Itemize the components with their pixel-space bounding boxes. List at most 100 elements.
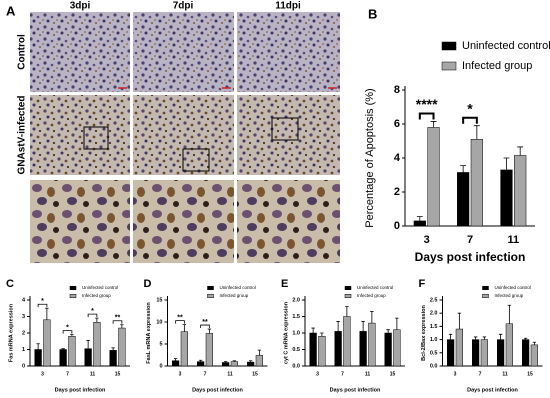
bar <box>318 336 326 367</box>
legend-label: Infected group <box>495 293 524 298</box>
y-tick-label: 0 <box>22 363 25 369</box>
x-tick-label: 3 <box>179 371 182 377</box>
bar <box>447 339 455 367</box>
error-bar <box>395 317 399 330</box>
error-bar <box>311 327 315 333</box>
significance-bracket <box>200 324 210 329</box>
bar <box>255 355 263 367</box>
significance-label: * <box>91 308 94 315</box>
x-tick-label: 7 <box>204 371 207 377</box>
bar <box>309 332 317 367</box>
bar <box>457 172 470 227</box>
bar <box>427 127 440 227</box>
bar <box>472 339 480 367</box>
y-tick-label: 0.5 <box>430 350 438 356</box>
bar <box>180 331 188 367</box>
error-bar <box>507 304 512 324</box>
error-bar <box>517 146 524 156</box>
legend-swatch <box>69 294 77 298</box>
bar <box>455 328 463 367</box>
y-tick-label: 2.0 <box>430 311 438 317</box>
error-bar <box>448 333 453 340</box>
error-bar <box>498 333 503 340</box>
x-tick-label: 15 <box>527 371 533 377</box>
y-tick-label: 2 <box>394 186 400 198</box>
x-axis-label: Days post infection <box>55 387 106 393</box>
significance-bracket <box>87 313 98 318</box>
significance-bracket <box>462 116 478 124</box>
legend-label: Infected group <box>82 293 111 298</box>
legend-swatch <box>441 41 457 51</box>
bar <box>230 361 238 367</box>
y-tick-label: 0 <box>159 363 162 369</box>
bar <box>368 322 376 367</box>
x-tick-label: 11 <box>227 371 233 377</box>
error-bar <box>198 359 203 362</box>
bar <box>34 349 42 367</box>
bar <box>84 348 92 367</box>
significance-label: * <box>467 100 473 116</box>
y-tick-label: 0 <box>394 220 400 232</box>
x-tick-label: 15 <box>115 371 121 377</box>
error-bar <box>532 341 537 345</box>
significance-bracket <box>62 330 73 334</box>
panel-label: F <box>419 278 426 290</box>
significance-label: **** <box>416 96 438 112</box>
error-bar <box>111 347 115 351</box>
bar <box>522 339 530 367</box>
x-tick-label: 7 <box>66 371 69 377</box>
x-tick-label: 3 <box>424 234 430 246</box>
y-tick-label: 0.5 <box>292 347 300 353</box>
significance-label: ** <box>202 319 208 326</box>
error-bar <box>482 336 487 340</box>
significance-bracket <box>112 320 123 324</box>
panel-label: E <box>281 278 288 290</box>
x-axis-label: Days post infection <box>467 387 518 393</box>
y-tick-label: 0.0 <box>430 363 438 369</box>
x-tick-label: 7 <box>341 371 344 377</box>
bar <box>68 336 76 367</box>
error-bar <box>70 334 74 337</box>
legend-swatch <box>482 286 489 290</box>
x-tick-label: 11 <box>502 371 508 377</box>
y-tick-label: 4 <box>394 152 401 164</box>
error-bar <box>473 125 480 140</box>
bar <box>109 350 117 367</box>
bar <box>530 344 538 367</box>
x-axis-label: Days post infection <box>192 387 243 393</box>
error-bar <box>336 321 340 332</box>
y-tick-label: 2 <box>22 330 25 336</box>
bar <box>413 220 426 227</box>
y-tick-label: 1.0 <box>430 337 438 343</box>
y-tick-label: 10 <box>156 319 162 325</box>
x-tick-label: 11 <box>365 371 371 377</box>
error-bar <box>36 343 40 350</box>
error-bar <box>232 360 237 362</box>
x-tick-label: 3 <box>454 371 457 377</box>
legend-swatch <box>482 294 489 298</box>
legend-swatch <box>344 286 352 290</box>
x-tick-label: 3 <box>41 371 44 377</box>
y-tick-label: 15 <box>156 297 162 303</box>
legend-label: Uninfected control <box>357 285 393 290</box>
panel-label: B <box>368 6 377 21</box>
legend-swatch <box>441 61 457 71</box>
y-axis-label: Percentage of Apoptosis (%) <box>364 88 376 227</box>
x-tick-label: 11 <box>508 234 520 246</box>
error-bar <box>523 337 528 340</box>
panel-a-images <box>30 12 340 263</box>
significance-label: ** <box>115 315 121 322</box>
bar <box>334 331 342 367</box>
significance-label: ** <box>177 314 183 321</box>
bar <box>247 361 255 367</box>
bar <box>93 322 101 367</box>
y-axis-label: cyt C mRNA expression <box>283 301 289 364</box>
error-bar <box>370 311 374 324</box>
y-axis-label: Fas mRNA expression <box>8 303 14 362</box>
significance-bracket <box>175 320 185 324</box>
bar <box>205 333 213 367</box>
bar <box>222 362 230 367</box>
error-bar <box>386 329 390 333</box>
column-label: 11dpi <box>275 1 301 12</box>
